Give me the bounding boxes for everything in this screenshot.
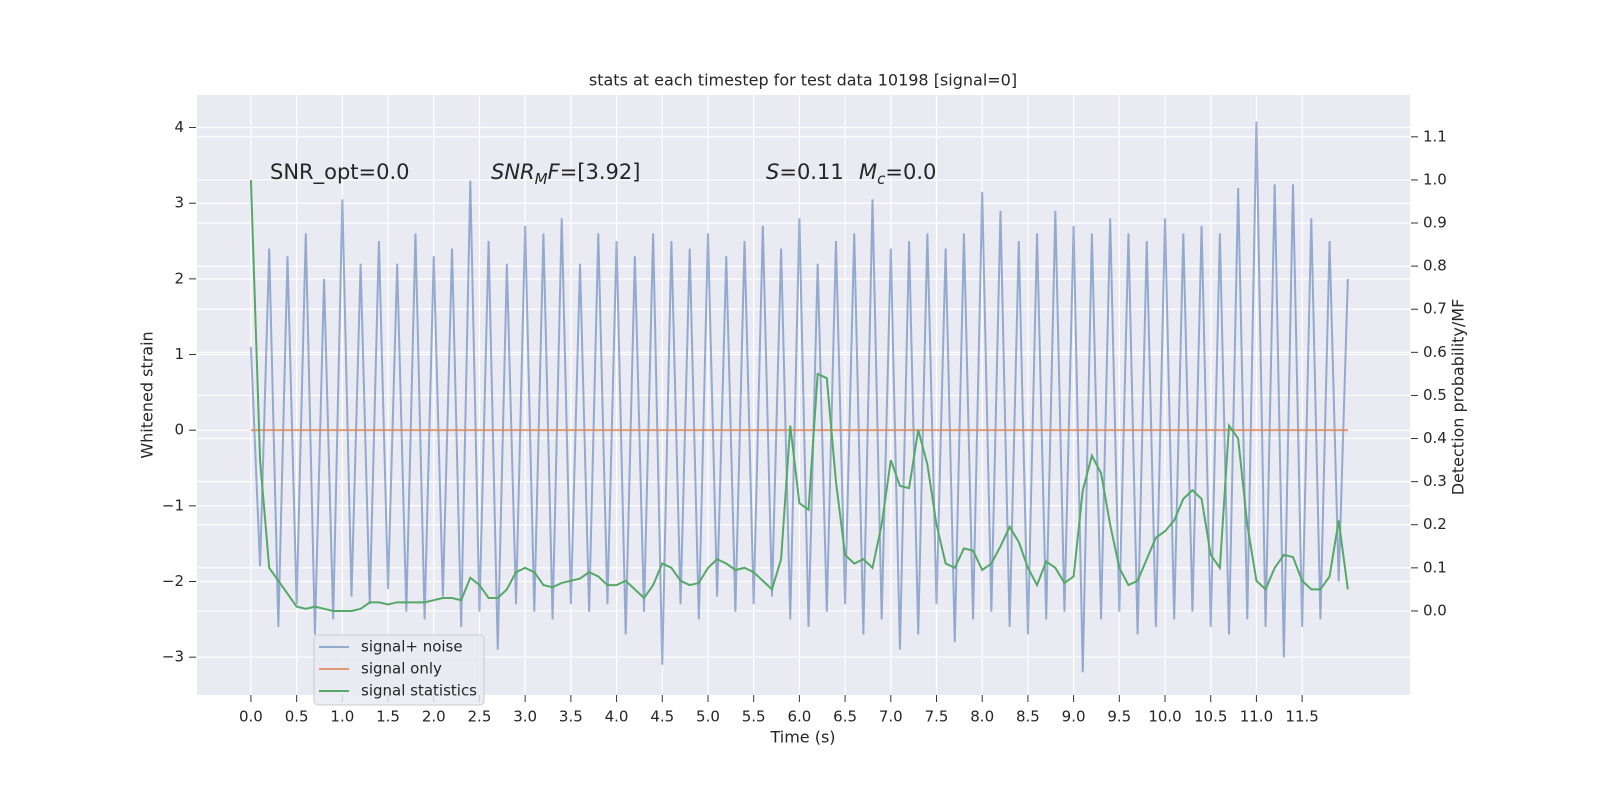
x-tick-label: 4.5 [650, 708, 674, 726]
x-tick-label: 6.0 [787, 708, 811, 726]
y2-tick-label: 0.4 [1423, 429, 1447, 447]
annotation-part: =0.0 [885, 160, 936, 184]
y-tick-label: 1 [174, 345, 184, 363]
series-line [249, 121, 1349, 673]
annotation-part: SNR [491, 160, 535, 184]
y2-tick-label: 0.7 [1423, 300, 1447, 318]
y2-tick-label: 0.2 [1423, 515, 1447, 533]
y-tick-label: 0 [174, 421, 184, 439]
marks [249, 121, 1349, 673]
chart-title: stats at each timestep for test data 101… [589, 71, 1017, 90]
legend-label: signal only [361, 660, 442, 678]
y2-tick-label: 0.0 [1423, 601, 1447, 619]
x-tick-label: 7.0 [879, 708, 903, 726]
x-tick-label: 10.0 [1148, 708, 1181, 726]
x-tick-label: 1.0 [330, 708, 354, 726]
y2-tick-label: 0.1 [1423, 558, 1447, 576]
annotation-part: c [877, 170, 886, 188]
x-tick-label: 7.5 [925, 708, 949, 726]
annotation-part: F [548, 160, 561, 184]
y2-tick-label: 1.1 [1423, 127, 1447, 145]
x-tick-label: 1.5 [376, 708, 400, 726]
x-tick-label: 3.0 [513, 708, 537, 726]
annotation-part: M [859, 160, 877, 184]
x-tick-label: 11.5 [1285, 708, 1318, 726]
x-tick-label: 3.5 [559, 708, 583, 726]
y-tick-label: −3 [162, 648, 184, 666]
annotation-part: SNR_opt=0.0 [270, 160, 410, 185]
y-tick-label: 2 [174, 269, 184, 287]
x-tick-label: 4.0 [605, 708, 629, 726]
y2-tick-label: 0.9 [1423, 214, 1447, 232]
annotation: SNRMF=[3.92] [491, 160, 640, 188]
annotation-part: M [535, 170, 548, 188]
y-axis-label: Whitened strain [138, 331, 157, 458]
legend-label: signal statistics [361, 682, 477, 700]
annotation-part: S [766, 160, 779, 184]
y2-axis-label: Detection probability/MF [1449, 299, 1468, 496]
y-tick-label: −2 [162, 572, 184, 590]
legend-box [313, 634, 485, 706]
x-tick-label: 11.0 [1240, 708, 1273, 726]
y2-tick-label: 0.5 [1423, 386, 1447, 404]
x-tick-label: 9.0 [1062, 708, 1086, 726]
x-tick-label: 0.0 [239, 708, 263, 726]
annotation: S=0.11 [766, 160, 844, 184]
legend-label: signal+ noise [361, 638, 463, 656]
x-tick-label: 10.5 [1194, 708, 1227, 726]
series-line [249, 179, 1349, 612]
annotation: SNR_opt=0.0 [270, 160, 410, 185]
annotation-part: =[3.92] [560, 160, 641, 184]
x-tick-label: 8.0 [970, 708, 994, 726]
x-tick-label: 8.5 [1016, 708, 1040, 726]
y-tick-label: 4 [174, 118, 184, 136]
x-tick-label: 5.5 [742, 708, 766, 726]
y-tick-label: −1 [162, 496, 184, 514]
annotation-part: =0.11 [779, 160, 843, 184]
y2-tick-label: 1.0 [1423, 170, 1447, 188]
x-tick-label: 0.5 [285, 708, 309, 726]
x-tick-label: 6.5 [833, 708, 857, 726]
x-tick-label: 2.5 [468, 708, 492, 726]
y2-tick-label: 0.6 [1423, 343, 1447, 361]
y2-tick-label: 0.3 [1423, 472, 1447, 490]
x-tick-label: 9.5 [1107, 708, 1131, 726]
overlay: 0.0 0.5 1.0 1.5 2.0 2.5 3.0 3.5 4.0 4.5 5.0 5.5 6.0 6… [162, 118, 1447, 725]
y-tick-label: 3 [174, 194, 184, 212]
x-axis-label: Time (s) [769, 728, 835, 747]
x-tick-label: 5.0 [696, 708, 720, 726]
x-tick-label: 2.0 [422, 708, 446, 726]
y2-tick-label: 0.8 [1423, 257, 1447, 275]
annotation: Mc=0.0 [859, 160, 936, 188]
legend: signal+ noise signal only signal statistic… [313, 634, 485, 706]
